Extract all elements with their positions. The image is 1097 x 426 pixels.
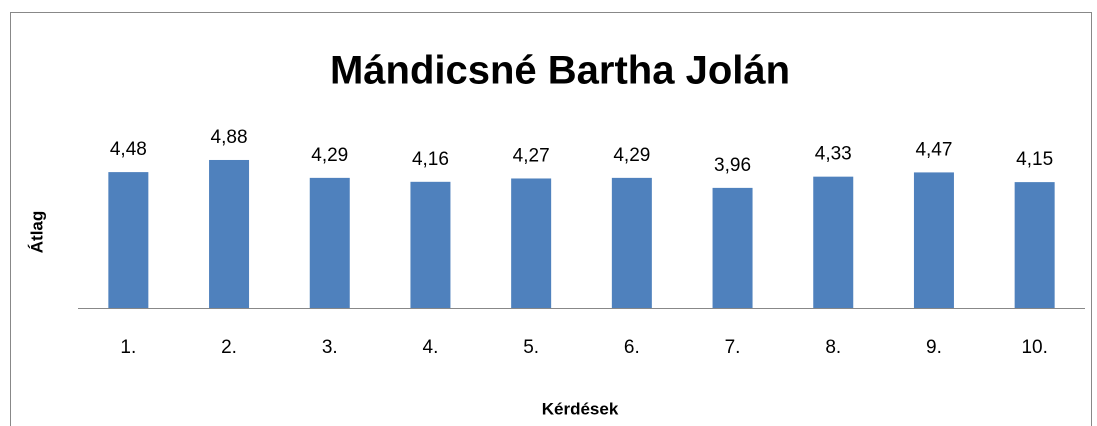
data-label: 4,88 (211, 127, 248, 148)
x-tick-label: 10. (1021, 337, 1047, 358)
bar (309, 177, 350, 308)
x-tick-label: 3. (322, 337, 338, 358)
data-label: 4,29 (613, 145, 650, 166)
bar (913, 172, 954, 308)
x-tick-label: 9. (926, 337, 942, 358)
data-label: 4,29 (311, 145, 348, 166)
data-label: 4,16 (412, 149, 449, 170)
bar (611, 177, 652, 308)
bar (813, 176, 854, 308)
x-tick-label: 7. (725, 337, 741, 358)
x-tick-label: 2. (221, 337, 237, 358)
bar (209, 159, 250, 308)
data-label: 4,27 (513, 145, 550, 166)
x-tick-label: 5. (523, 337, 539, 358)
data-label: 4,47 (915, 139, 952, 160)
data-label: 4,33 (815, 144, 852, 165)
x-axis-title: Kérdések (542, 399, 619, 418)
y-axis-title: Átlag (27, 211, 46, 254)
x-tick-label: 1. (120, 337, 136, 358)
bar (511, 178, 552, 308)
x-tick-label: 8. (825, 337, 841, 358)
data-label: 4,15 (1016, 149, 1053, 170)
data-label: 3,96 (714, 155, 751, 176)
chart-title: Mándicsné Bartha Jolán (330, 49, 790, 93)
x-tick-label: 6. (624, 337, 640, 358)
bar (712, 187, 753, 308)
data-label: 4,48 (110, 139, 147, 160)
x-tick-label: 4. (423, 337, 439, 358)
bar (410, 181, 451, 308)
bar (1014, 182, 1055, 308)
bar (108, 172, 149, 308)
